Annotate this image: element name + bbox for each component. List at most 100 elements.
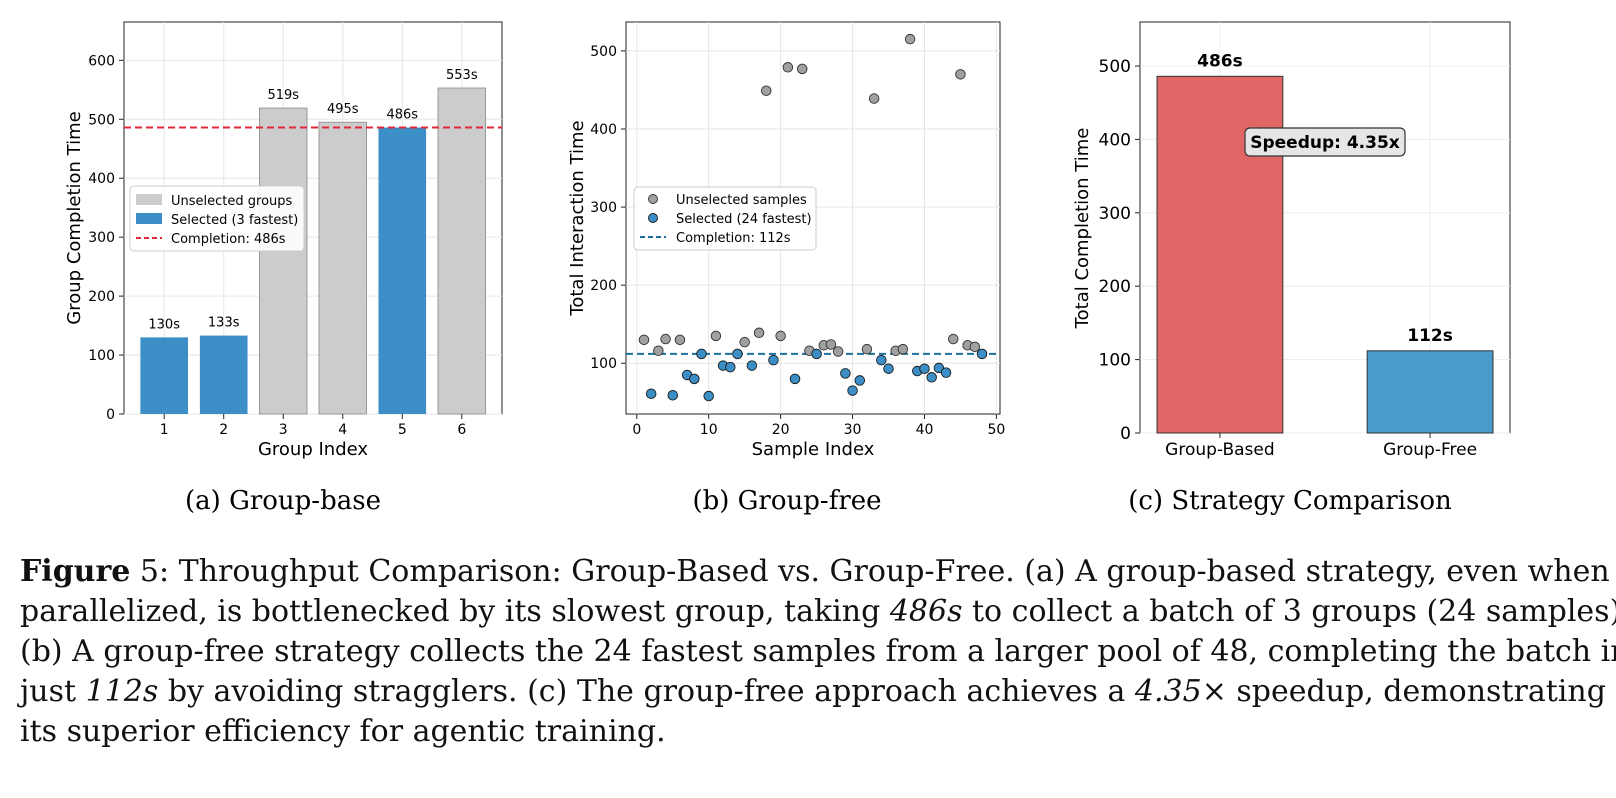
selected-sample-point [689,373,700,385]
selected-sample-point [940,367,952,378]
selected-sample-point [919,363,930,374]
caption-figure-number: 5 [130,554,160,589]
caption-line-4b: by avoiding stragglers. (c) The group-fr… [158,674,1135,709]
panel-a-ytick-label: 100 [88,348,115,364]
caption-figure-label: Figure [20,554,131,589]
legend-b-label: Completion: 112s [676,231,791,246]
panel-b-ytick-label: 500 [590,44,617,60]
unselected-sample-point [904,33,916,45]
panel-c-subcaption: (c) Strategy Comparison [1128,486,1452,516]
selected-sample-point [976,348,988,360]
unselected-sample-point [832,346,844,357]
unselected-sample-point [948,333,959,345]
panel-b-xtick-label: 0 [632,422,641,438]
unselected-sample-point [775,330,786,342]
panel-c-xtick-label: Group-Free [1383,440,1477,460]
caption-line-3: (b) A group-free strategy collects the 2… [20,632,1616,672]
caption-line-2a: parallelized, is bottlenecked by its slo… [20,594,890,629]
speedup-annotation-text: Speedup: 4.35x [1250,133,1400,153]
caption-line-5: its superior efficiency for agentic trai… [20,712,1610,752]
unselected-sample-point [955,69,966,80]
panel-a-ytick-label: 400 [88,171,115,187]
bar-value-label: 486s [1197,51,1243,71]
panel-b-ticks: 100 200 300 400 500 0 10 20 30 40 50 [590,44,1005,438]
unselected-sample-point [653,345,664,356]
caption-line-2: parallelized, is bottlenecked by its slo… [20,592,1616,632]
panel-a-xlabel: Group Index [258,439,368,460]
caption-math-112s: 112s [85,674,159,709]
legend-b-label: Selected (24 fastest) [676,212,812,227]
panel-c-ylabel: Total Completion Time [1072,128,1093,330]
unselected-sample-point [897,343,909,355]
group-free-bar [1366,350,1494,434]
selected-group-bar [378,127,427,414]
panel-c-xtick-label: Group-Based [1165,440,1274,460]
panel-b-ytick-label: 300 [590,200,617,216]
selected-sample-point [768,354,779,366]
speedup-annotation-box [1244,127,1406,157]
panel-a-xtick-label: 6 [457,422,466,438]
unselected-sample-point [638,334,650,346]
selected-group-bar [140,337,188,414]
panel-b-points [626,33,1000,402]
caption-line-1: Figure 5: Throughput Comparison: Group-B… [20,552,1610,592]
panel-c-ytick-label: 400 [1099,130,1131,150]
panel-c-strategy-comparison: 486s 112s 0 100 200 300 400 500 Group-Based Grou… [1072,21,1511,516]
caption-line-3-text: (b) A group-free strategy collects the 2… [20,634,1616,669]
unselected-sample-point [861,343,873,355]
panel-b-ytick-label: 200 [590,278,617,294]
unselected-sample-point [825,339,837,350]
selected-sample-point [746,360,758,371]
selected-sample-point [926,372,937,383]
legend-a-box [129,185,305,252]
panel-b-group-free: 100 200 300 400 500 0 10 20 30 40 50 Unselected sa… [567,21,1005,516]
unselected-group-bar [259,107,308,415]
selected-sample-point [645,388,657,399]
caption-line-5-text: its superior efficiency for agentic trai… [20,714,666,749]
panel-a-ytick-label: 300 [88,230,115,246]
selected-sample-point [811,348,822,360]
selected-sample-point [667,390,679,401]
selected-sample-point [703,390,714,402]
caption-line-2b: to collect a batch of 3 groups (24 sampl… [962,594,1616,629]
selected-sample-point [840,368,851,379]
caption-math-486s: 486s [889,594,963,629]
panel-a-xtick-label: 3 [279,422,288,438]
panel-a-ytick-label: 600 [88,53,115,69]
panel-b-legend: Unselected samples Selected (24 fastest) C… [633,186,817,251]
panel-b-xtick-label: 20 [772,422,790,438]
bar-value-label: 553s [446,68,478,83]
bar-value-label: 519s [267,88,299,103]
panel-a-subcaption: (a) Group-base [185,486,381,516]
panel-c-bars: 486s 112s [1156,51,1494,434]
panel-b-ytick-label: 100 [590,356,617,372]
panel-c-ytick-label: 0 [1120,424,1131,444]
speedup-annotation: Speedup: 4.35x [1244,127,1406,157]
panel-c-ytick-label: 100 [1099,351,1131,371]
unselected-sample-point [739,336,750,348]
selected-sample-point [725,361,736,373]
caption-line-4c: speedup, demonstrating [1226,674,1606,709]
bar-value-label: 112s [1407,326,1453,346]
panel-a-bars: 130s 133s 519s 495s 486s 553s [124,68,502,415]
bar-value-label: 495s [327,102,359,117]
legend-swatch-selected [136,213,162,224]
legend-swatch-unselected [136,194,162,205]
legend-a-label: Completion: 486s [171,232,286,247]
selected-group-bar [199,335,248,414]
panel-a-ylabel: Group Completion Time [64,111,85,324]
unselected-sample-point [868,93,880,104]
legend-swatch-selected-sample [648,213,658,223]
panel-a-xtick-label: 2 [219,422,228,438]
panel-a-legend: Unselected groups Selected (3 fastest) Com… [129,185,305,252]
unselected-sample-point [782,62,794,73]
panel-b-ylabel: Total Interaction Time [567,120,588,316]
panel-c-ytick-label: 300 [1099,204,1131,224]
panel-a-ticks: 0 100 200 300 400 500 600 1 2 3 4 5 6 [88,53,466,438]
panel-c-ytick-label: 500 [1099,57,1131,77]
bar-value-label: 130s [148,317,180,332]
panel-b-xtick-label: 50 [987,422,1005,438]
selected-sample-point [883,363,894,374]
panel-a-ytick-label: 0 [106,407,115,423]
